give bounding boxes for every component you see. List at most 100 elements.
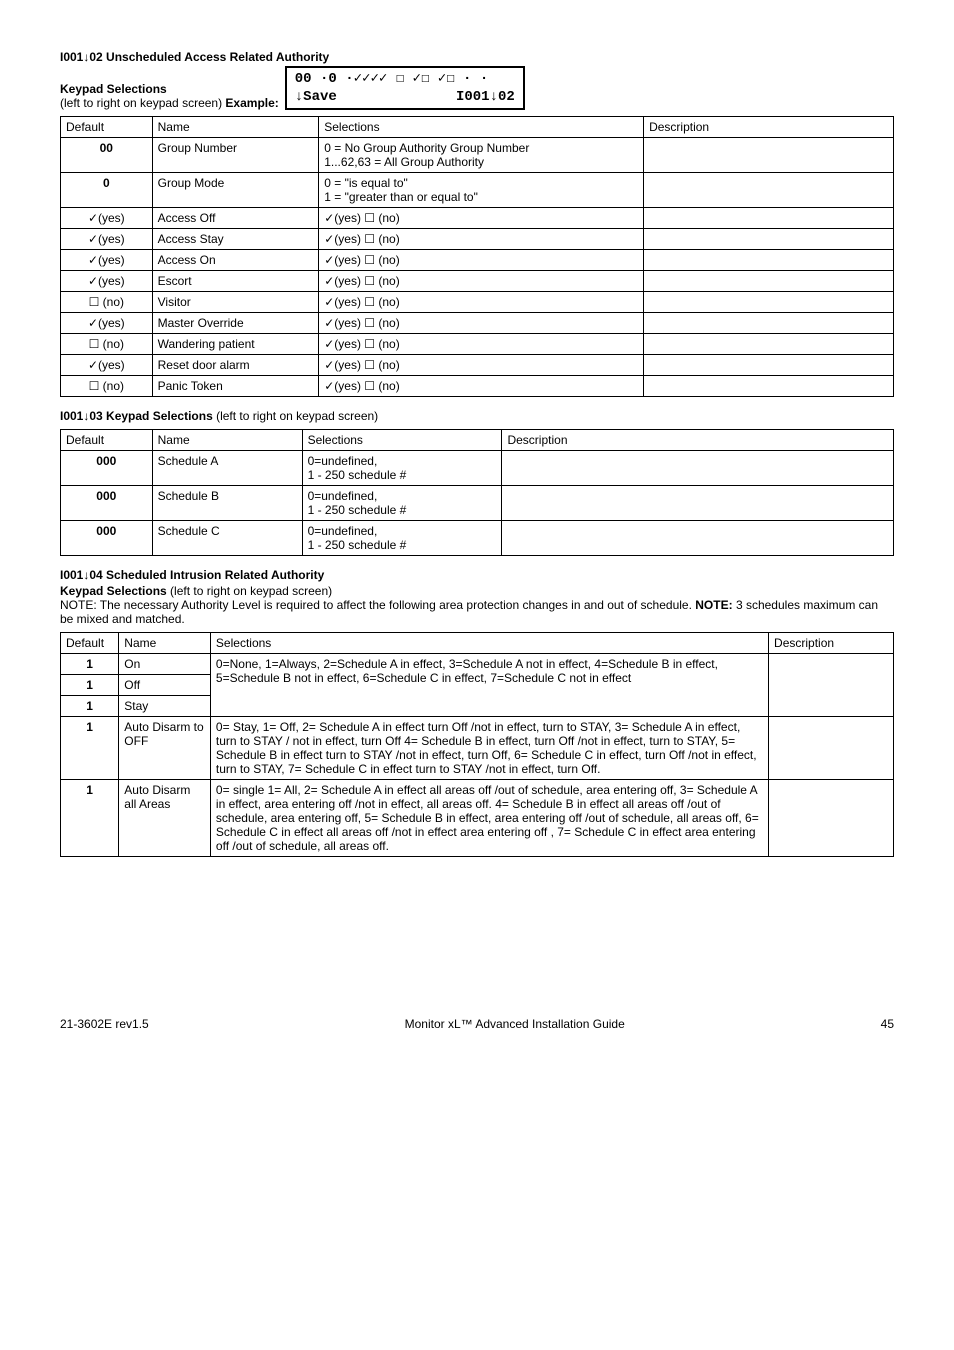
cell-selections: 0=undefined,1 - 250 schedule #: [302, 451, 502, 486]
cell-name: Wandering patient: [152, 334, 319, 355]
cell-name: Schedule B: [152, 486, 302, 521]
table-04: Default Name Selections Description 1On0…: [60, 632, 894, 857]
section-02-title: I001↓02 Unscheduled Access Related Autho…: [60, 50, 894, 64]
cell-selections: 0 = "is equal to"1 = "greater than or eq…: [319, 173, 644, 208]
cell-name: Schedule A: [152, 451, 302, 486]
example-label: Example:: [225, 96, 278, 110]
cell-default: ☐ (no): [61, 292, 153, 313]
page-footer: 21-3602E rev1.5 Monitor xL™ Advanced Ins…: [60, 1017, 894, 1031]
table-row: ✓(yes)Access Off✓(yes) ☐ (no): [61, 208, 894, 229]
cell-description: [502, 521, 894, 556]
footer-right: 45: [881, 1017, 894, 1031]
table-row: ✓(yes)Access On✓(yes) ☐ (no): [61, 250, 894, 271]
cell-name: Auto Disarm all Areas: [119, 780, 211, 857]
table-row: 0Group Mode0 = "is equal to"1 = "greater…: [61, 173, 894, 208]
cell-description: [644, 292, 894, 313]
table-row: 000Schedule A0=undefined,1 - 250 schedul…: [61, 451, 894, 486]
section-03-title-rest: (left to right on keypad screen): [213, 409, 378, 423]
cell-name: Escort: [152, 271, 319, 292]
cell-selections: ✓(yes) ☐ (no): [319, 313, 644, 334]
col-selections: Selections: [210, 633, 768, 654]
section-03-title-bold: I001↓03 Keypad Selections: [60, 409, 213, 423]
keypad-line1: 00 ·0 ·✓✓✓✓ ☐ ✓☐ ✓☐ · ·: [295, 70, 488, 88]
cell-default: ✓(yes): [61, 208, 153, 229]
section-02: I001↓02 Unscheduled Access Related Autho…: [60, 50, 894, 397]
cell-selections: 0 = No Group Authority Group Number1...6…: [319, 138, 644, 173]
cell-selections: ✓(yes) ☐ (no): [319, 271, 644, 292]
cell-default: 1: [61, 717, 119, 780]
cell-description: [644, 208, 894, 229]
cell-name: Off: [119, 675, 211, 696]
cell-default: ✓(yes): [61, 229, 153, 250]
cell-name: Master Override: [152, 313, 319, 334]
table-header-row: Default Name Selections Description: [61, 117, 894, 138]
cell-default: 1: [61, 675, 119, 696]
cell-name: Group Mode: [152, 173, 319, 208]
cell-description: [644, 229, 894, 250]
col-default: Default: [61, 633, 119, 654]
table-row: ✓(yes)Reset door alarm✓(yes) ☐ (no): [61, 355, 894, 376]
cell-default: ✓(yes): [61, 313, 153, 334]
table-row: 00Group Number0 = No Group Authority Gro…: [61, 138, 894, 173]
cell-description: [502, 486, 894, 521]
cell-default: 000: [61, 451, 153, 486]
cell-description: [769, 654, 894, 717]
cell-description: [644, 313, 894, 334]
table-row: ✓(yes)Escort✓(yes) ☐ (no): [61, 271, 894, 292]
section-03: I001↓03 Keypad Selections (left to right…: [60, 409, 894, 556]
cell-description: [644, 173, 894, 208]
cell-selections: ✓(yes) ☐ (no): [319, 292, 644, 313]
cell-description: [644, 271, 894, 292]
col-description: Description: [502, 430, 894, 451]
table-row: 1Auto Disarm all Areas0= single 1= All, …: [61, 780, 894, 857]
cell-name: Schedule C: [152, 521, 302, 556]
cell-default: 00: [61, 138, 153, 173]
cell-default: ☐ (no): [61, 334, 153, 355]
cell-default: ✓(yes): [61, 355, 153, 376]
section-04-title: I001↓04 Scheduled Intrusion Related Auth…: [60, 568, 894, 582]
col-default: Default: [61, 430, 153, 451]
col-name: Name: [119, 633, 211, 654]
table-row: 000Schedule C0=undefined,1 - 250 schedul…: [61, 521, 894, 556]
col-name: Name: [152, 117, 319, 138]
cell-selections: ✓(yes) ☐ (no): [319, 376, 644, 397]
cell-default: 000: [61, 521, 153, 556]
cell-description: [769, 717, 894, 780]
footer-left: 21-3602E rev1.5: [60, 1017, 149, 1031]
keypad-selections-label: Keypad Selections: [60, 584, 167, 598]
cell-name: Reset door alarm: [152, 355, 319, 376]
cell-name: Visitor: [152, 292, 319, 313]
cell-description: [644, 376, 894, 397]
cell-description: [644, 250, 894, 271]
table-02: Default Name Selections Description 00Gr…: [60, 116, 894, 397]
cell-selections: ✓(yes) ☐ (no): [319, 334, 644, 355]
cell-name: Panic Token: [152, 376, 319, 397]
keypad-selections-rest: (left to right on keypad screen): [167, 584, 332, 598]
keypad-label-block: Keypad Selections (left to right on keyp…: [60, 82, 279, 110]
cell-selections: 0=None, 1=Always, 2=Schedule A in effect…: [210, 654, 768, 717]
cell-default: 000: [61, 486, 153, 521]
cell-default: 0: [61, 173, 153, 208]
footer-center: Monitor xL™ Advanced Installation Guide: [405, 1017, 625, 1031]
table-header-row: Default Name Selections Description: [61, 430, 894, 451]
keypad-display: 00 ·0 ·✓✓✓✓ ☐ ✓☐ ✓☐ · · ↓Save I001↓02: [285, 66, 525, 110]
cell-name: Access Off: [152, 208, 319, 229]
cell-name: Access Stay: [152, 229, 319, 250]
table-row: ☐ (no)Wandering patient✓(yes) ☐ (no): [61, 334, 894, 355]
note-bold: NOTE:: [695, 598, 732, 612]
cell-selections: ✓(yes) ☐ (no): [319, 250, 644, 271]
cell-name: Stay: [119, 696, 211, 717]
cell-selections: ✓(yes) ☐ (no): [319, 229, 644, 250]
table-row: 1Auto Disarm to OFF0= Stay, 1= Off, 2= S…: [61, 717, 894, 780]
table-row: 1On0=None, 1=Always, 2=Schedule A in eff…: [61, 654, 894, 675]
cell-default: ✓(yes): [61, 250, 153, 271]
cell-description: [502, 451, 894, 486]
cell-description: [644, 355, 894, 376]
col-default: Default: [61, 117, 153, 138]
keypad-line2-right: I001↓02: [456, 88, 515, 106]
cell-selections: 0=undefined,1 - 250 schedule #: [302, 521, 502, 556]
col-description: Description: [644, 117, 894, 138]
col-description: Description: [769, 633, 894, 654]
keypad-line2-left: ↓Save: [295, 88, 337, 106]
table-header-row: Default Name Selections Description: [61, 633, 894, 654]
